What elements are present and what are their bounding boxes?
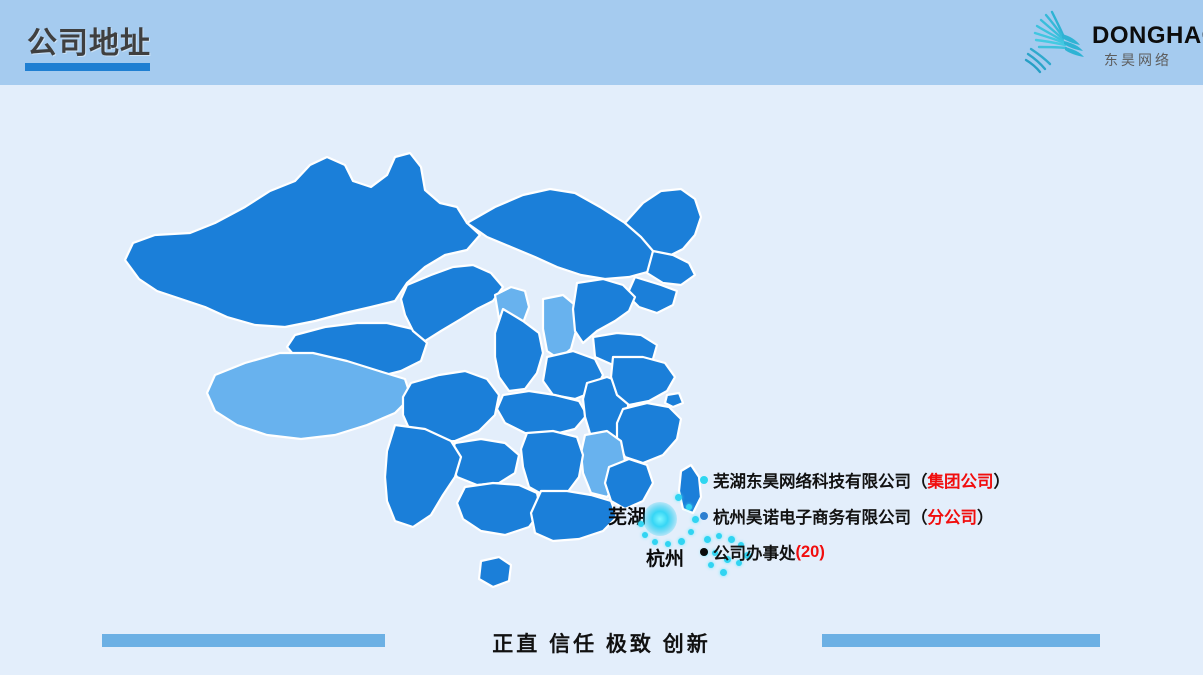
region-jilin (645, 249, 697, 287)
region-fujian (603, 457, 655, 511)
office-marker-dot (688, 529, 694, 535)
region-guangxi (455, 481, 543, 537)
page-header: 公司地址 DONGHAO 东昊网络 (0, 0, 1203, 85)
legend-bullet-blue (700, 512, 708, 520)
footer-bar-left (102, 634, 385, 647)
office-marker-dot (686, 504, 692, 510)
china-map-svg (123, 151, 703, 589)
office-marker-dot (703, 535, 711, 543)
office-marker-dot (727, 535, 735, 543)
legend-bullet-cyan (700, 476, 708, 484)
legend-open-paren: （ (911, 509, 928, 527)
logo-wordmark: DONGHAO (1092, 22, 1203, 49)
city-label-hangzhou: 杭州 (646, 549, 685, 570)
region-xinjiang (123, 151, 482, 329)
office-marker-dot (652, 539, 658, 545)
office-marker-dot (743, 551, 751, 559)
region-hunan (519, 429, 585, 499)
legend-item-group-company: 芜湖东昊网络科技有限公司 （ 集团公司 ） (700, 462, 1120, 498)
footer-slogan: 正直 信任 极致 创新 (492, 633, 711, 656)
legend: 芜湖东昊网络科技有限公司 （ 集团公司 ） 杭州昊诺电子商务有限公司 （ 分公司… (700, 462, 1120, 570)
region-inner-mongolia (465, 187, 663, 281)
china-map: 芜湖 杭州 (95, 95, 751, 615)
legend-bullet-black (700, 548, 708, 556)
office-marker-dot (691, 515, 699, 523)
region-heilongjiang (623, 187, 703, 259)
office-marker-dot (736, 560, 742, 566)
footer-bar-right (822, 634, 1100, 647)
office-marker-dot (708, 562, 714, 568)
region-yunnan (383, 423, 463, 529)
office-marker-dot (677, 537, 685, 545)
headquarters-marker (643, 502, 677, 536)
region-hainan (477, 555, 513, 589)
region-shaanxi (493, 307, 545, 393)
company-logo: DONGHAO 东昊网络 (1016, 6, 1203, 76)
office-marker-dot (719, 568, 727, 576)
region-jiangsu (609, 355, 677, 407)
office-marker-dot (712, 550, 718, 556)
office-marker-dot (674, 493, 682, 501)
office-marker-dot (738, 542, 744, 548)
legend-open-paren: （ (911, 473, 928, 491)
region-hubei (495, 389, 589, 437)
region-tibet (205, 351, 413, 441)
region-gansu (399, 263, 505, 343)
office-marker-dot (638, 521, 644, 527)
legend-tag-branch: 分公司 (927, 509, 978, 527)
legend-tag-office-count: (20) (795, 542, 825, 561)
office-marker-dot (723, 555, 731, 563)
region-zhejiang (615, 401, 683, 465)
office-marker-dot (665, 541, 671, 547)
title-underline-bar (25, 63, 150, 71)
region-shanxi (541, 293, 579, 361)
feather-wing-icon (1024, 10, 1084, 74)
office-marker-dot (716, 533, 722, 539)
legend-item-offices: 公司办事处 (20) (700, 534, 1120, 570)
region-shanghai (663, 391, 685, 409)
page-title: 公司地址 (27, 27, 151, 60)
legend-company-name: 杭州昊诺电子商务有限公司 (713, 509, 911, 527)
legend-close-paren: ） (977, 509, 994, 527)
logo-subtitle: 东昊网络 (1104, 52, 1172, 68)
legend-tag-group: 集团公司 (927, 473, 994, 491)
legend-item-branch-company: 杭州昊诺电子商务有限公司 （ 分公司 ） (700, 498, 1120, 534)
office-marker-dot (642, 532, 648, 538)
region-hebei (571, 277, 637, 345)
legend-close-paren: ） (993, 473, 1011, 491)
city-label-wuhu: 芜湖 (608, 507, 647, 528)
legend-company-name: 芜湖东昊网络科技有限公司 (713, 473, 911, 491)
region-guangdong (529, 489, 619, 543)
legend-company-name: 公司办事处 (713, 545, 796, 563)
region-sichuan (401, 369, 501, 445)
